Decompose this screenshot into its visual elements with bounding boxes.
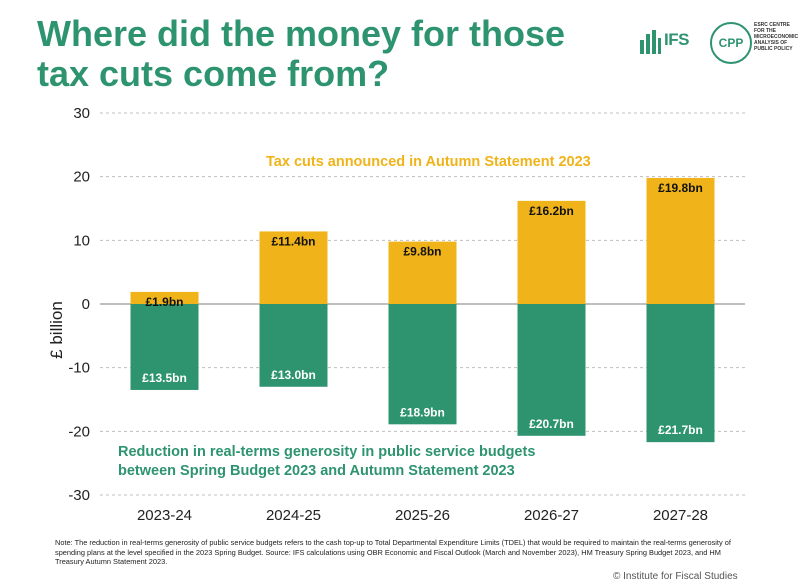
logos: IFS CPP ESRC CENTRE FOR THE MICROECONOMI…: [640, 20, 798, 70]
bar-labels: £1.9bn £13.5bn £11.4bn £13.0bn £9.8bn £18.9bn…: [142, 181, 703, 437]
bars: [130, 177, 715, 443]
y-tick-label: -30: [68, 487, 90, 504]
bar-label-reduction: £20.7bn: [529, 417, 574, 431]
x-tick-label: 2026-27: [524, 507, 579, 524]
bar-tax-cuts: [130, 291, 199, 304]
bar-tax-cuts: [259, 231, 328, 304]
annotation-tax-cuts: Tax cuts announced in Autumn Statement 2…: [266, 154, 591, 170]
bar-reduction: [259, 304, 328, 387]
y-tick-label: 0: [82, 296, 90, 313]
bar-tax-cuts: [517, 200, 586, 304]
bar-label-tax-cuts: £16.2bn: [529, 204, 574, 218]
footnote: Note: The reduction in real-terms genero…: [55, 538, 731, 566]
annotation-reduction-line2: between Spring Budget 2023 and Autumn St…: [118, 463, 515, 479]
bar-label-reduction: £21.7bn: [658, 423, 703, 437]
bar-reduction: [646, 304, 715, 443]
y-tick-label: 20: [73, 169, 90, 186]
stacked-bar-chart: 30 20 10 0 -10 -20 -30 £1.9bn £13.5bn £11.4bn £13…: [47, 105, 745, 524]
bar-tax-cuts: [646, 177, 715, 304]
bar-label-reduction: £13.5bn: [142, 371, 187, 385]
y-tick-label: -10: [68, 360, 90, 377]
copyright: © Institute for Fiscal Studies: [613, 571, 738, 582]
bar-label-tax-cuts: £1.9bn: [145, 295, 183, 309]
x-tick-label: 2027-28: [653, 507, 708, 524]
bar-label-tax-cuts: £19.8bn: [658, 181, 703, 195]
y-tick-label: 30: [73, 105, 90, 122]
y-tick-label: 10: [73, 232, 90, 249]
ifs-logo-text: IFS: [664, 30, 689, 49]
bar-reduction: [388, 304, 457, 425]
y-axis-ticks: 30 20 10 0 -10 -20 -30: [68, 105, 90, 504]
cpp-logo-text: ESRC CENTRE FOR THE MICROECONOMIC ANALYS…: [754, 22, 799, 52]
x-tick-label: 2025-26: [395, 507, 450, 524]
y-tick-label: -20: [68, 423, 90, 440]
bar-tax-cuts: [388, 241, 457, 304]
y-axis-label: £ billion: [47, 301, 66, 359]
x-tick-label: 2024-25: [266, 507, 321, 524]
x-tick-label: 2023-24: [137, 507, 192, 524]
bar-label-tax-cuts: £9.8bn: [403, 245, 441, 259]
bar-reduction: [130, 304, 199, 390]
ifs-bars-icon: [640, 30, 661, 54]
cpp-logo-icon: CPP: [710, 22, 752, 64]
page-title: Where did the money for those tax cuts c…: [37, 13, 566, 94]
annotation-reduction-line1: Reduction in real-terms generosity in pu…: [118, 444, 535, 460]
x-axis-ticks: 2023-24 2024-25 2025-26 2026-27 2027-28: [137, 507, 708, 524]
bar-reduction: [517, 304, 586, 436]
bar-label-tax-cuts: £11.4bn: [271, 234, 315, 248]
bar-label-reduction: £18.9bn: [400, 405, 445, 419]
cpp-logo-mark: CPP: [719, 36, 744, 50]
bar-label-reduction: £13.0bn: [271, 368, 316, 382]
